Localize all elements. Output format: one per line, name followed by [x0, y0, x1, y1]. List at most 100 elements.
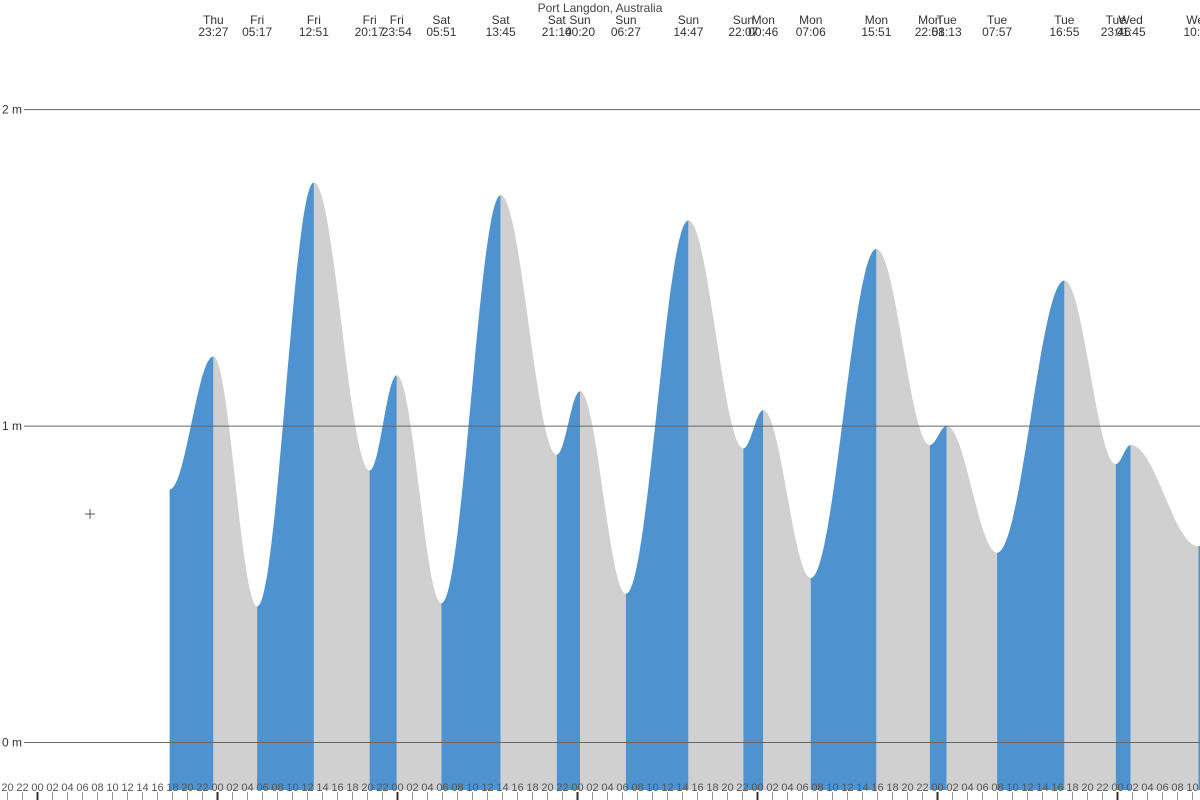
- hour-tick-label: 22: [916, 782, 928, 794]
- hour-tick-label: 18: [526, 782, 538, 794]
- hour-tick-label: 22: [1096, 782, 1108, 794]
- extreme-day-label: Sat: [432, 13, 451, 27]
- hour-tick-label: 04: [61, 782, 73, 794]
- hour-tick-label: 02: [46, 782, 58, 794]
- hour-tick-label: 04: [1141, 782, 1153, 794]
- extreme-day-label: Mon: [865, 13, 888, 27]
- hour-tick-label: 12: [1021, 782, 1033, 794]
- rising-tide-segment: [810, 248, 877, 790]
- extreme-time-label: 00:20: [565, 25, 595, 39]
- hour-tick-label: 10: [826, 782, 838, 794]
- rising-tide-segment: [929, 426, 947, 790]
- extreme-time-label: 05:17: [242, 25, 272, 39]
- hour-tick-label: 16: [151, 782, 163, 794]
- extreme-time-label: 23:46: [1101, 25, 1131, 39]
- hour-tick-label: 22: [196, 782, 208, 794]
- hour-tick-label: 08: [991, 782, 1003, 794]
- hour-tick-label: 10: [286, 782, 298, 794]
- hour-tick-label: 02: [586, 782, 598, 794]
- hour-tick-label: 02: [226, 782, 238, 794]
- hour-tick-label: 22: [376, 782, 388, 794]
- hour-tick-label: 22: [556, 782, 568, 794]
- extreme-day-label: Mon: [752, 13, 775, 27]
- hour-tick-label: 08: [811, 782, 823, 794]
- hour-tick-label: 20: [1081, 782, 1093, 794]
- hour-tick-label: 22: [736, 782, 748, 794]
- hour-tick-label: 06: [796, 782, 808, 794]
- hour-tick-label: 04: [421, 782, 433, 794]
- hour-tick-label: 16: [691, 782, 703, 794]
- hour-tick-label: 20: [721, 782, 733, 794]
- grid-layer: 0 m 1 m 2 m: [2, 103, 1200, 750]
- hour-tick-label: 14: [856, 782, 868, 794]
- extreme-day-label: Sat: [548, 13, 567, 27]
- extreme-time-label: 22:58: [915, 25, 945, 39]
- rising-tide-segment: [556, 391, 580, 790]
- hour-tick-label: 10: [106, 782, 118, 794]
- extreme-time-label: 22:07: [728, 25, 758, 39]
- hour-tick-label: 16: [871, 782, 883, 794]
- extreme-day-label: Wed: [1118, 13, 1142, 27]
- extreme-day-label: Sun: [733, 13, 754, 27]
- y-tick-label: 2 m: [2, 103, 22, 117]
- falling-tide-segment: [313, 182, 370, 790]
- hour-tick-label: 04: [781, 782, 793, 794]
- rising-tide-segment: [441, 195, 501, 791]
- hour-tick-label: 12: [661, 782, 673, 794]
- extreme-time-label: 07:57: [982, 25, 1012, 39]
- falling-tide-segment: [213, 356, 258, 790]
- hour-tick-label: 04: [241, 782, 253, 794]
- hour-tick-label: 02: [766, 782, 778, 794]
- falling-tide-segment: [1064, 280, 1116, 790]
- falling-tide-segment: [876, 248, 930, 790]
- hour-tick-label: 00: [391, 782, 403, 794]
- extreme-time-label: 20:17: [355, 25, 385, 39]
- extreme-day-label: Sat: [492, 13, 511, 27]
- extreme-day-label: Mon: [799, 13, 822, 27]
- hour-tick-label: 22: [16, 782, 28, 794]
- hour-tick-label: 20: [361, 782, 373, 794]
- hour-tick-label: 12: [301, 782, 313, 794]
- rising-tide-segment: [743, 410, 764, 790]
- hour-tick-label: 14: [496, 782, 508, 794]
- extreme-time-label: 07:06: [796, 25, 826, 39]
- hour-tick-label: 04: [961, 782, 973, 794]
- hour-tick-label: 06: [976, 782, 988, 794]
- falling-tide-segment: [580, 391, 626, 790]
- extreme-time-label: 13:45: [486, 25, 516, 39]
- hour-tick-label: 00: [1111, 782, 1123, 794]
- hour-tick-label: 18: [346, 782, 358, 794]
- hour-tick-label: 04: [601, 782, 613, 794]
- hour-tick-label: 10: [646, 782, 658, 794]
- extreme-day-label: Thu: [203, 13, 224, 27]
- extreme-day-label: Sun: [569, 13, 590, 27]
- hour-tick-label: 18: [166, 782, 178, 794]
- hour-tick-label: 06: [76, 782, 88, 794]
- extreme-day-label: Sun: [615, 13, 636, 27]
- falling-tide-segment: [1130, 445, 1199, 790]
- hour-tick-label: 10: [1006, 782, 1018, 794]
- hour-tick-label: 08: [631, 782, 643, 794]
- hour-tick-label: 20: [901, 782, 913, 794]
- hour-tick-label: 12: [481, 782, 493, 794]
- extreme-day-label: Tue: [1106, 13, 1127, 27]
- hour-tick-label: 14: [676, 782, 688, 794]
- y-tick-label: 1 m: [2, 419, 22, 433]
- hour-tick-label: 08: [1171, 782, 1183, 794]
- hour-tick-label: 06: [1156, 782, 1168, 794]
- hour-tick-label: 02: [1126, 782, 1138, 794]
- extreme-day-label: Tue: [1054, 13, 1075, 27]
- falling-tide-segment: [688, 220, 744, 790]
- extreme-label-layer: Thu23:27Fri05:17Fri12:51Fri20:17Fri23:54…: [198, 13, 1200, 39]
- extreme-day-label: Tue: [987, 13, 1008, 27]
- extreme-day-label: Fri: [363, 13, 377, 27]
- extreme-day-label: Fri: [307, 13, 321, 27]
- extreme-day-label: Sun: [678, 13, 699, 27]
- rising-tide-segment: [625, 220, 689, 790]
- hour-tick-label: 20: [541, 782, 553, 794]
- hour-tick-label: 00: [931, 782, 943, 794]
- hour-tick-label: 18: [886, 782, 898, 794]
- extreme-time-label: 01:45: [1116, 25, 1146, 39]
- extreme-time-label: 01:13: [932, 25, 962, 39]
- falling-tide-segment: [763, 410, 811, 790]
